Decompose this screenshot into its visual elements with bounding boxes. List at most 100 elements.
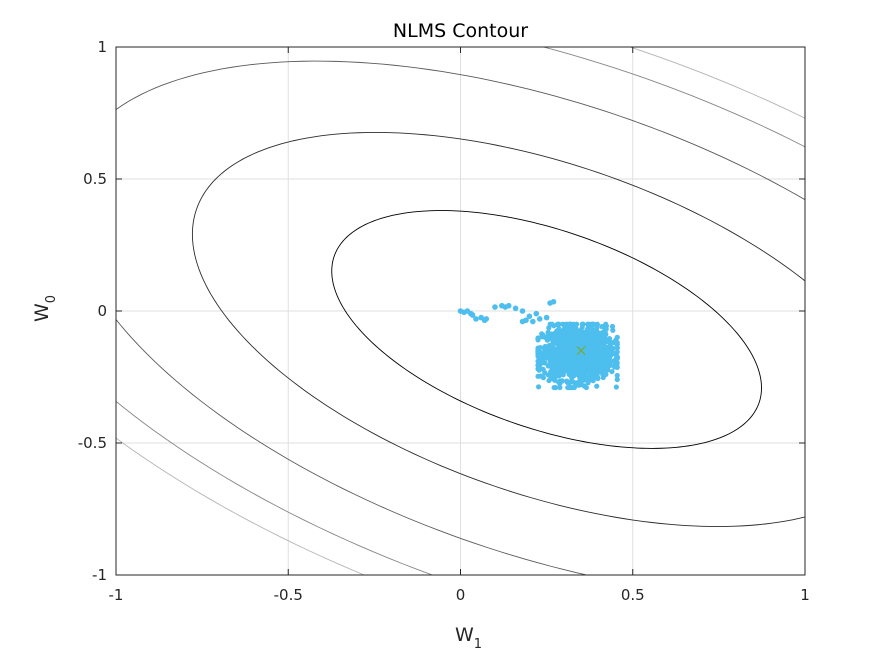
trajectory-point	[492, 304, 498, 310]
trajectory-point	[614, 364, 620, 370]
trajectory-point	[549, 321, 555, 327]
trajectory-point	[536, 316, 543, 322]
trajectory-point	[566, 321, 573, 327]
trajectory-point	[547, 300, 553, 306]
x-axis-label: W1	[455, 624, 482, 652]
trajectory-point	[550, 348, 556, 354]
x-tick-label: -1	[109, 586, 124, 604]
trajectory-point	[561, 330, 567, 336]
trajectory-point	[581, 383, 587, 389]
chart-title: NLMS Contour	[393, 20, 528, 42]
trajectory-point	[560, 372, 566, 378]
trajectory-point	[614, 360, 620, 366]
contour-line	[191, 131, 805, 527]
trajectory-point	[481, 317, 488, 324]
trajectory-point	[540, 366, 546, 372]
trajectory-point	[544, 355, 550, 361]
trajectory-point	[586, 339, 592, 345]
trajectory-point	[603, 337, 610, 344]
x-tick-label: 0.5	[621, 586, 645, 604]
x-tick-label: -0.5	[274, 586, 303, 604]
trajectory-point	[543, 314, 550, 321]
trajectory-point	[533, 310, 540, 317]
trajectory-point	[535, 362, 541, 368]
x-axis-label-subscript: 1	[474, 637, 482, 652]
trajectory-point	[549, 362, 555, 368]
trajectory-point	[592, 351, 599, 357]
trajectory-point	[585, 369, 592, 375]
trajectory-point	[553, 384, 559, 391]
trajectory-point	[548, 375, 554, 382]
trajectory-point	[554, 321, 561, 327]
trajectory-point	[536, 367, 542, 373]
trajectory-point	[603, 364, 609, 370]
trajectory-point	[519, 308, 526, 314]
trajectory-point	[614, 353, 620, 359]
trajectory-point	[559, 344, 565, 351]
trajectory-point	[557, 384, 563, 391]
trajectory-point	[542, 343, 548, 350]
trajectory-point	[557, 352, 563, 358]
trajectory-point	[565, 384, 572, 391]
trajectory-point	[599, 359, 606, 365]
trajectory-point	[552, 354, 558, 360]
x-axis-label-base: W	[455, 624, 474, 646]
trajectory-point	[606, 360, 612, 366]
trajectory-point	[554, 328, 560, 334]
trajectory-point	[570, 359, 576, 365]
trajectory-point	[598, 354, 604, 361]
trajectory-point	[578, 338, 584, 344]
trajectory-point	[575, 366, 581, 372]
trajectory-point	[613, 384, 619, 390]
trajectory-point	[569, 378, 575, 384]
trajectory-point	[544, 335, 551, 341]
trajectory-point	[563, 366, 569, 372]
trajectory-point	[554, 362, 560, 368]
trajectory-point	[545, 329, 551, 335]
trajectory-point	[598, 343, 604, 349]
trajectory-point	[519, 318, 526, 325]
trajectory-point	[614, 372, 620, 379]
trajectory-point	[594, 321, 600, 327]
trajectory-point	[589, 321, 596, 327]
trajectory-point	[589, 373, 596, 379]
trajectory-point	[594, 329, 600, 335]
trajectory-point	[610, 350, 616, 356]
trajectory-point	[547, 344, 554, 351]
x-tick-label: 0	[456, 586, 466, 604]
trajectory-point	[561, 349, 567, 355]
trajectory-point	[575, 369, 581, 375]
trajectory-point	[609, 323, 616, 330]
trajectory-point	[584, 348, 590, 354]
trajectory-point	[567, 369, 573, 375]
trajectory-point	[603, 321, 609, 327]
trajectory-point	[595, 339, 601, 345]
trajectory-point	[614, 376, 620, 383]
trajectory-point	[600, 372, 606, 378]
trajectory-point	[526, 313, 533, 320]
trajectory-point	[536, 353, 542, 359]
trajectory-point	[538, 373, 544, 379]
trajectory-point	[559, 378, 565, 384]
y-tick-label: 0.5	[83, 170, 107, 188]
y-axis-label-subscript: 0	[44, 295, 59, 303]
weight-trajectory	[457, 298, 620, 391]
trajectory-point	[564, 325, 570, 331]
trajectory-point	[576, 330, 582, 336]
trajectory-point	[535, 384, 542, 390]
trajectory-point	[609, 368, 615, 375]
trajectory-point	[614, 334, 620, 340]
optimum-cross-b	[576, 346, 586, 356]
y-tick-label: -0.5	[78, 434, 107, 452]
trajectory-point	[614, 345, 620, 351]
trajectory-point	[574, 341, 580, 347]
contour-line	[331, 210, 762, 449]
y-axis-label: W0	[31, 295, 59, 322]
trajectory-point	[556, 366, 562, 373]
y-axis-label-base: W	[31, 303, 53, 322]
trajectory-point	[469, 312, 476, 318]
trajectory-point	[551, 332, 557, 339]
trajectory-point	[530, 318, 536, 325]
